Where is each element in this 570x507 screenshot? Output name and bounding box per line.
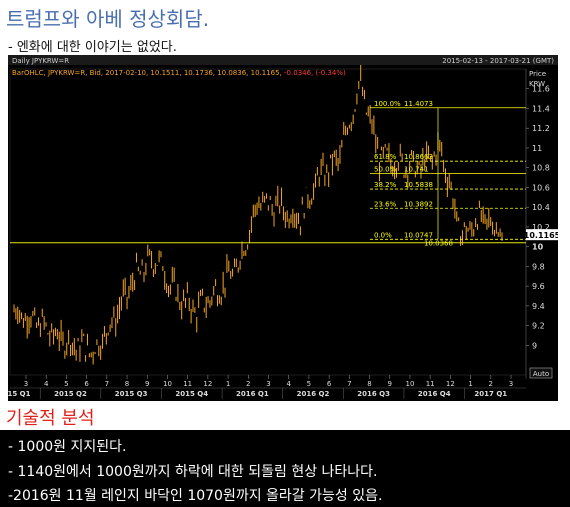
fib-pct-label: 100.0% [374, 100, 401, 108]
x-month-label: 11 [183, 380, 192, 388]
x-month-label: 10 [405, 380, 414, 388]
headline: 트럼프와 아베 정상회담. [6, 7, 210, 31]
analysis-box: - 1000원 지지된다. - 1140원에서 1000원까지 하락에 대한 되… [0, 430, 570, 507]
y-tick-label: 11.4 [532, 104, 550, 113]
price-axis-title-1: Price [529, 70, 546, 78]
x-quarter-label: 2015 Q3 [115, 390, 148, 398]
x-quarter-label: 2016 Q2 [297, 390, 330, 398]
x-month-label: 9 [145, 380, 149, 388]
subheadline: - 엔화에 대한 이야기는 없었다. [8, 40, 177, 55]
fib-value-label: 11.4073 [404, 100, 433, 108]
x-month-label: 3 [24, 380, 28, 388]
x-quarter-label: 2015 Q4 [175, 390, 208, 398]
x-quarter-label: 2016 Q1 [236, 390, 269, 398]
fib-pct-label: 61.8% [374, 153, 397, 161]
x-quarter-label: 15 Q1 [8, 390, 31, 398]
auto-button[interactable] [529, 367, 553, 379]
x-month-label: 12 [446, 380, 455, 388]
x-month-label: 12 [203, 380, 212, 388]
y-tick-label: 10.6 [532, 183, 550, 192]
x-month-label: 3 [509, 380, 513, 388]
candles-layer [13, 64, 503, 365]
x-quarter-label: 2016 Q3 [357, 390, 390, 398]
y-tick-label: 10 [532, 243, 544, 252]
y-tick-label: 11.6 [532, 85, 550, 94]
y-tick-label: 11 [532, 144, 542, 153]
fib-pct-label: 38.2% [374, 181, 397, 189]
chart-header-bar [8, 55, 558, 65]
x-month-label: 1 [226, 380, 230, 388]
y-tick-label: 9.2 [532, 322, 545, 331]
x-quarter-label: 2017 Q1 [474, 390, 507, 398]
fib-value-label: 10.0747 [404, 231, 433, 239]
fib-pct-label: 0.0% [374, 231, 392, 239]
x-month-label: 8 [125, 380, 129, 388]
chart-legend: BarOHLC, JPYKRW=R, Bid, 2017-02-10, 10.1… [12, 69, 346, 77]
price-chart-svg: Daily JPYKRW=R 2015-02-13 - 2017-03-21 (… [8, 55, 558, 401]
y-tick-label: 10.4 [532, 203, 550, 212]
chart-header-left: Daily JPYKRW=R [12, 57, 69, 65]
fib-pct-label: 23.6% [374, 200, 397, 208]
y-tick-label: 9.8 [532, 262, 545, 271]
price-chart[interactable]: Daily JPYKRW=R 2015-02-13 - 2017-03-21 (… [8, 55, 558, 401]
x-quarter-label: 2016 Q4 [418, 390, 451, 398]
x-month-label: 7 [105, 380, 109, 388]
y-tick-label: 9.6 [532, 282, 545, 291]
x-month-label: 6 [327, 380, 332, 388]
x-month-label: 6 [84, 380, 89, 388]
x-month-label: 9 [388, 380, 392, 388]
chart-legend-change: -0.0346, (-0.34%) [284, 69, 346, 77]
x-ticks-layer: 3 4 5 6 7 8 9 10 11 12 1 2 3 4 5 6 7 8 9 10 11 12 1 2 315 Q1 2015… [8, 375, 526, 399]
y-ticks-layer: 9 9.2 9.4 9.6 9.8 10 10.2 10.4 10.6 10.8 11 11.2 11.… [526, 85, 550, 350]
x-month-label: 2 [246, 380, 250, 388]
last-price-tag [526, 229, 558, 241]
fib-value-label: 10.741 [404, 166, 429, 174]
analysis-line-3: -2016원 11월 레인지 바닥인 1070원까지 올라갈 가능성 있음. [8, 488, 383, 504]
y-tick-label: 9.4 [532, 302, 545, 311]
x-month-label: 1 [468, 380, 472, 388]
y-tick-label: 11.2 [532, 124, 550, 133]
auto-button-label: Auto [533, 370, 549, 378]
fib-pct-label: 50.0% [374, 166, 397, 174]
x-month-label: 11 [426, 380, 435, 388]
fib-layer: 100.0% 11.4073 61.8% 10.8663 50.0% 10.741 38.2… [10, 100, 526, 248]
y-tick-label: 10.8 [532, 164, 550, 173]
x-month-label: 3 [266, 380, 270, 388]
price-axis-title-2: KRW [529, 80, 545, 88]
fib-value-label: 10.3892 [404, 200, 433, 208]
last-price-label: 10.1165 [524, 231, 558, 240]
y-tick-label: 9 [532, 341, 537, 350]
low-label: 10.0368 [424, 240, 453, 248]
x-month-label: 5 [64, 380, 68, 388]
analysis-line-2: - 1140원에서 1000원까지 하락에 대한 되돌림 현상 나타나다. [8, 464, 378, 480]
fib-value-label: 10.8663 [404, 153, 433, 161]
x-quarter-label: 2015 Q2 [54, 390, 87, 398]
x-month-label: 4 [44, 380, 49, 388]
chart-legend-prefix: BarOHLC, JPYKRW=R, Bid, 2017-02-10, 10.1… [12, 69, 284, 77]
fib-value-label: 10.5838 [404, 181, 433, 189]
chart-header-right: 2015-02-13 - 2017-03-21 (GMT) [442, 57, 554, 65]
x-month-label: 10 [163, 380, 172, 388]
y-tick-label: 10.2 [532, 223, 550, 232]
analysis-line-1: - 1000원 지지된다. [8, 439, 127, 455]
x-month-label: 4 [286, 380, 291, 388]
x-month-label: 8 [367, 380, 371, 388]
x-month-label: 7 [347, 380, 351, 388]
x-month-label: 2 [489, 380, 493, 388]
analysis-title: 기술적 분석 [6, 408, 95, 429]
x-month-label: 5 [307, 380, 311, 388]
